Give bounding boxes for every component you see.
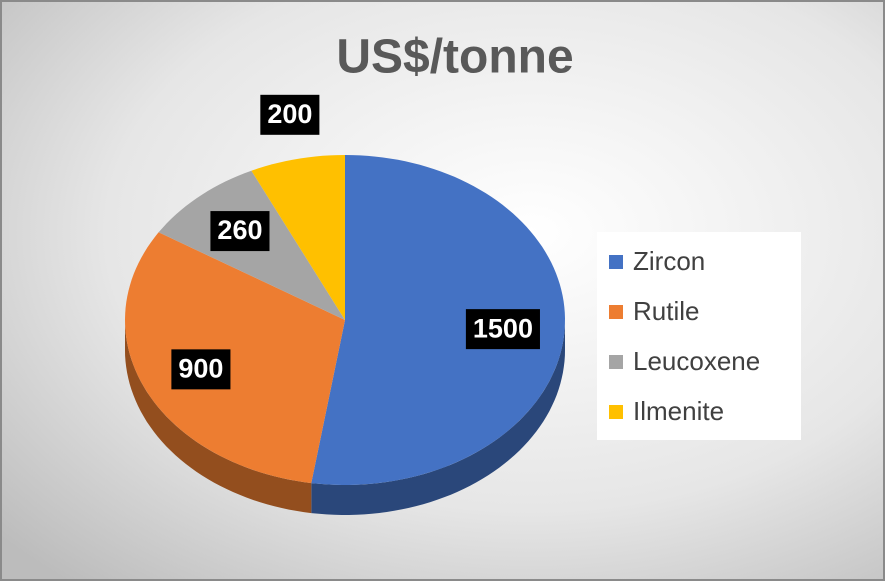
legend-swatch	[609, 355, 623, 369]
data-label: 260	[210, 211, 270, 252]
data-label-background	[171, 349, 231, 390]
legend-label: Zircon	[633, 246, 705, 276]
data-label: 200	[260, 94, 320, 135]
slice-side	[125, 320, 312, 514]
data-label-text: 900	[178, 353, 223, 383]
slice	[311, 155, 565, 485]
legend-swatch	[609, 255, 623, 269]
legend-label: Ilmenite	[633, 396, 724, 426]
data-label-background	[260, 94, 320, 135]
data-label-text: 260	[217, 215, 262, 245]
data-label-text: 200	[267, 99, 312, 129]
slice	[251, 155, 345, 320]
legend-label: Leucoxene	[633, 346, 760, 376]
data-label-text: 1500	[473, 313, 533, 343]
legend-swatch	[609, 305, 623, 319]
slice	[125, 232, 345, 484]
data-label-background	[465, 309, 540, 350]
legend-box	[597, 232, 801, 440]
legend: Zircon Rutile Leucoxene Ilmenite	[597, 232, 801, 440]
legend-label: Rutile	[633, 296, 699, 326]
data-label: 1500	[465, 309, 540, 350]
data-label-background	[210, 211, 270, 252]
chart-title: US$/tonne	[336, 31, 573, 84]
legend-swatch	[609, 405, 623, 419]
slice-side	[311, 320, 565, 515]
data-label: 900	[171, 349, 231, 390]
